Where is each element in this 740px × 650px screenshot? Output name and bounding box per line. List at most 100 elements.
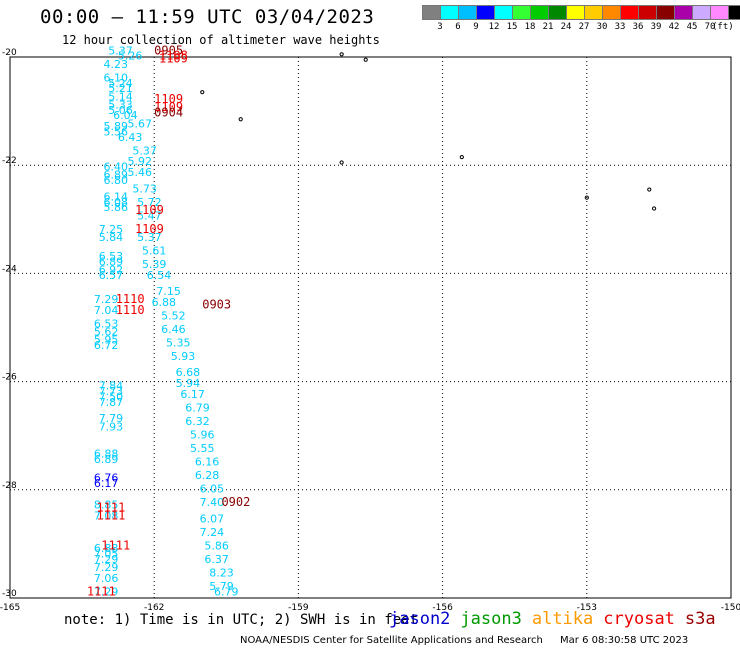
swh-label: 4.23 — [103, 58, 128, 71]
swh-label: 6.89 — [94, 453, 119, 466]
swh-label: 7.40 — [200, 496, 225, 509]
legend-unit: (ft) — [712, 22, 734, 32]
swh-label: 5.06 — [108, 104, 133, 117]
swh-label: 6.68 — [176, 366, 201, 379]
swh-label: 5.39 — [142, 258, 167, 271]
swh-label: 6.80 — [103, 174, 128, 187]
swh-label: 6.53 — [99, 250, 124, 263]
swh-label: 5.14 — [108, 90, 133, 103]
x-tick-label: -150 — [721, 603, 740, 613]
legend-label: 3 — [437, 22, 443, 32]
swh-label: 5.35 — [166, 336, 191, 349]
legend-swatch — [584, 5, 602, 20]
legend-swatch — [548, 5, 566, 20]
swh-label: 5.24 — [108, 77, 133, 90]
swh-label: 6.10 — [103, 71, 128, 84]
swh-label: 5.61 — [142, 244, 167, 257]
y-tick-label: -24 — [2, 264, 17, 274]
swh-label: 5.93 — [171, 350, 196, 363]
time-label: 0904 — [154, 106, 183, 120]
island-point — [459, 154, 464, 160]
swh-label: 7.08 — [94, 510, 119, 523]
swh-label: 5.52 — [161, 309, 186, 322]
swh-label: 6.43 — [118, 131, 143, 144]
time-label: 0905 — [154, 43, 183, 57]
legend-swatch — [692, 5, 710, 20]
swh-label: 7.84 — [99, 380, 124, 393]
swh-label: 8.85 — [94, 499, 119, 512]
satellite-legend: jason2 jason3 altika cryosat s3a — [389, 609, 726, 629]
swh-label: 5.72 — [137, 196, 162, 209]
swh-label: 6.32 — [185, 415, 210, 428]
legend-label: 24 — [560, 22, 572, 32]
x-tick-label: -165 — [0, 603, 20, 613]
swh-label: 7.04 — [94, 304, 119, 317]
swh-label: 5.47 — [137, 209, 162, 222]
swh-label: 6.17 — [180, 388, 205, 401]
x-tick-label: -159 — [288, 603, 309, 613]
time-label: 1109 — [154, 100, 183, 114]
swh-label: 5.94 — [176, 377, 201, 390]
swh-label: 6.79 — [214, 585, 239, 598]
swh-label: 6.04 — [113, 109, 138, 122]
legend-label: 70 — [704, 22, 716, 32]
swh-label: 7.50 — [99, 391, 124, 404]
legend-swatch — [728, 5, 740, 20]
swh-label: 6.79 — [185, 401, 210, 414]
legend-swatch — [710, 5, 728, 20]
legend-swatch — [656, 5, 674, 20]
y-tick-label: -20 — [2, 48, 17, 58]
chart-title: 00:00 – 11:59 UTC 03/04/2023 — [40, 6, 375, 28]
time-label: 1110 — [116, 292, 145, 306]
swh-label: 7.29 — [94, 585, 119, 598]
y-tick-label: -28 — [2, 481, 17, 491]
swh-label: 5.21 — [108, 82, 133, 95]
legend-swatch — [638, 5, 656, 20]
satellite-s3a: s3a — [684, 609, 716, 629]
swh-label: 6.89 — [103, 169, 128, 182]
swh-label: 6.16 — [195, 455, 220, 468]
swh-label: 5.55 — [190, 442, 215, 455]
time-label: 1109 — [154, 92, 183, 106]
swh-label: 6.05 — [200, 483, 225, 496]
x-tick-label: -153 — [577, 603, 597, 613]
legend-label: 33 — [614, 22, 626, 32]
footer-timestamp: Mar 6 08:30:58 UTC 2023 — [560, 635, 689, 646]
legend-swatch — [566, 5, 584, 20]
footnote: note: 1) Time is in UTC; 2) SWH is in fe… — [64, 612, 419, 628]
time-label: 1111 — [96, 500, 125, 514]
swh-label: 7.05 — [94, 547, 119, 560]
swh-label: 7.73 — [99, 385, 124, 398]
swh-label: 5.37 — [137, 231, 162, 244]
island-point — [584, 195, 589, 200]
x-tick-label: -156 — [432, 603, 453, 613]
swh-label: 5.26 — [118, 50, 143, 63]
swh-label: 6.40 — [103, 161, 128, 174]
legend-label: 6 — [455, 22, 461, 32]
swh-label: 5.92 — [128, 155, 153, 168]
swh-label: 5.86 — [204, 539, 229, 552]
swh-label: 6.92 — [99, 263, 124, 276]
y-tick-label: -22 — [2, 156, 17, 166]
legend-label: 21 — [542, 22, 554, 32]
legend-label: 39 — [650, 22, 662, 32]
swh-label: 7.87 — [99, 396, 124, 409]
swh-label: 7.93 — [99, 420, 124, 433]
swh-label: 6.53 — [94, 318, 119, 331]
legend-label: 9 — [473, 22, 479, 32]
legend-label: 42 — [668, 22, 680, 32]
legend-swatch — [440, 5, 458, 20]
island-point — [363, 57, 368, 62]
swh-label: 6.88 — [94, 447, 119, 460]
time-label: 1111 — [101, 538, 130, 552]
legend-label: 27 — [578, 22, 590, 32]
island-point — [339, 160, 344, 165]
time-label: 1109 — [135, 222, 164, 236]
y-tick-label: -26 — [2, 373, 17, 383]
swh-label: 6.57 — [99, 269, 124, 282]
swh-label: 6.72 — [94, 339, 119, 352]
time-label: 0902 — [221, 495, 250, 509]
swh-label: 6.17 — [94, 477, 119, 490]
swh-label: 7.24 — [200, 526, 225, 539]
